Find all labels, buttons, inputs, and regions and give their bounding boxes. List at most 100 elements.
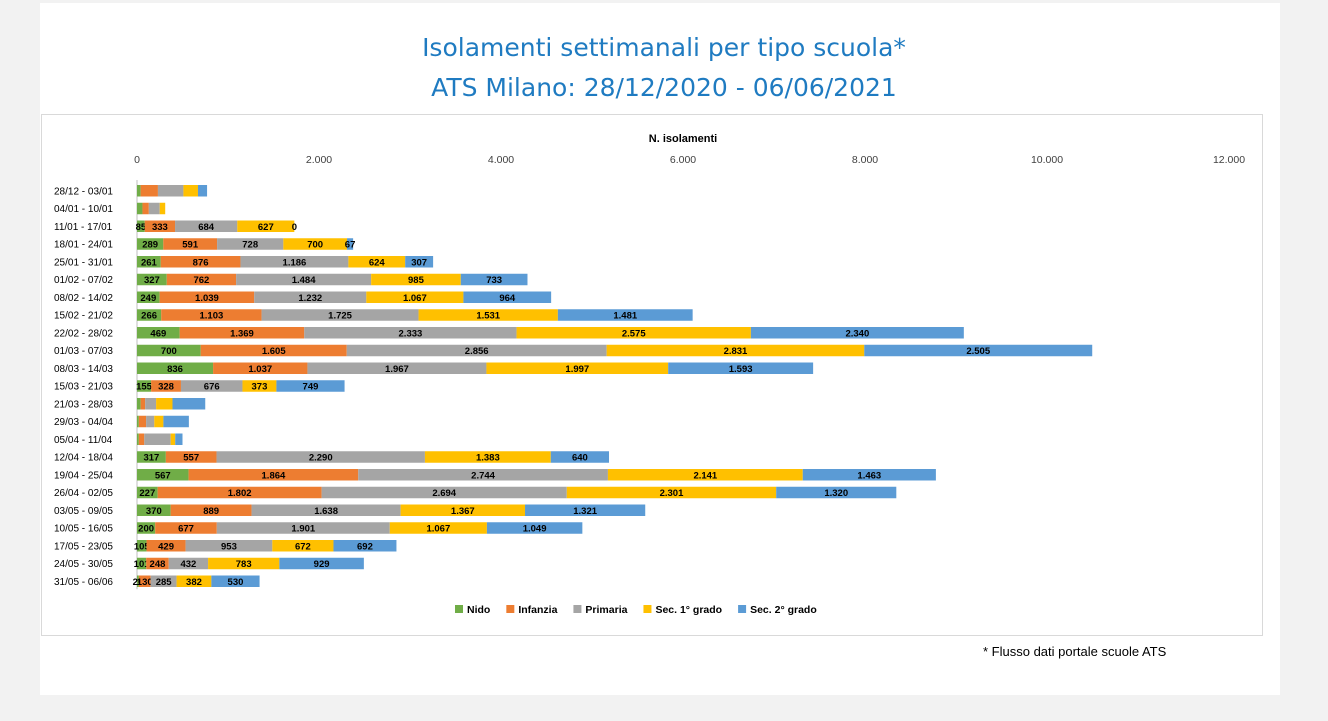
data-label: 672 xyxy=(295,541,311,552)
bar-segment-sec-1-grado xyxy=(424,451,551,463)
category-label: 03/05 - 09/05 xyxy=(54,506,113,517)
data-label: 728 xyxy=(242,240,258,251)
bar-segment-primaria xyxy=(254,291,367,303)
legend-label: Nido xyxy=(467,604,490,616)
stacked-bar-chart: N. isolamenti 0 2.000 4.000 6.000 8.000 10.000… xyxy=(54,133,1245,616)
bar-segment-sec-2-grado xyxy=(750,327,964,339)
data-label: 1.037 xyxy=(248,364,272,375)
bar-segment-infanzia xyxy=(157,486,322,499)
bar-segment-sec-2-grado xyxy=(163,415,189,428)
x-axis-title: N. isolamenti xyxy=(649,133,717,145)
bar-segment-sec-1-grado xyxy=(371,273,461,286)
category-label: 21/03 - 28/03 xyxy=(54,399,113,410)
bar-segment-primaria xyxy=(321,486,567,499)
bar-segment-sec-1-grado xyxy=(400,504,526,516)
data-label: 1.186 xyxy=(283,257,307,268)
data-label: 1.531 xyxy=(476,311,500,322)
data-label: 640 xyxy=(572,453,588,464)
data-label: 700 xyxy=(161,346,177,357)
data-label: 1.367 xyxy=(451,506,475,517)
category-label: 08/03 - 14/03 xyxy=(54,364,113,375)
bar-segment-sec-2-grado xyxy=(776,486,897,499)
category-label: 25/01 - 31/01 xyxy=(54,257,113,268)
data-label: 373 xyxy=(252,382,268,393)
legend-label: Primaria xyxy=(585,604,627,616)
bar-segment-sec-1-grado xyxy=(486,362,669,374)
data-label: 1.481 xyxy=(613,311,637,322)
data-label: 289 xyxy=(142,240,158,251)
bar-segment-primaria xyxy=(307,362,487,374)
bar-segment-primaria xyxy=(148,202,160,215)
data-label: 591 xyxy=(182,240,199,251)
bar-segment-primaria xyxy=(168,557,209,570)
bar-segment-nido xyxy=(137,504,171,516)
bar-segment-infanzia xyxy=(146,540,186,552)
bar-segment-infanzia xyxy=(179,327,305,339)
bar-segment-infanzia xyxy=(138,575,151,587)
data-label: 692 xyxy=(357,541,373,552)
data-label: 249 xyxy=(140,293,156,304)
data-label: 155 xyxy=(136,382,153,393)
legend-swatch xyxy=(738,605,747,613)
data-label: 285 xyxy=(156,577,173,588)
bar-segment-nido xyxy=(137,398,141,410)
data-label: 1.593 xyxy=(729,364,753,375)
data-label: 684 xyxy=(198,222,215,233)
bar-segment-primaria xyxy=(175,220,238,232)
bar-segment-nido xyxy=(137,238,164,250)
data-label: 130 xyxy=(137,577,153,588)
bar-segment-infanzia xyxy=(165,451,217,463)
bar-segment-sec-2-grado xyxy=(460,273,528,286)
bar-segment-nido xyxy=(137,291,160,303)
bar-segment-nido xyxy=(137,185,141,197)
bar-segment-sec-1-grado xyxy=(156,398,173,410)
data-label: 307 xyxy=(411,257,427,268)
x-tick-label: 2.000 xyxy=(306,154,332,166)
bar-segment-infanzia xyxy=(163,238,218,250)
bar-segment-infanzia xyxy=(161,309,262,321)
data-label: 67 xyxy=(345,240,356,251)
bar-segment-sec-2-grado xyxy=(347,238,354,250)
data-label: 836 xyxy=(167,364,183,375)
data-label: 953 xyxy=(221,541,237,552)
bar-segment-sec-1-grado xyxy=(283,238,348,250)
bar-segment-primaria xyxy=(216,451,425,463)
data-label: 327 xyxy=(144,275,160,286)
chart-title-line-2: ATS Milano: 28/12/2020 - 06/06/2021 xyxy=(431,73,897,102)
data-label: 227 xyxy=(139,488,155,499)
data-label: 1.725 xyxy=(328,311,352,322)
bar-segment-sec-1-grado xyxy=(208,557,280,570)
bar-segment-sec-2-grado xyxy=(211,575,260,587)
chart-title-line-1: Isolamenti settimanali per tipo scuola* xyxy=(422,33,906,62)
bar-segment-nido xyxy=(137,486,158,499)
legend-label: Infanzia xyxy=(518,604,557,616)
data-label: 432 xyxy=(180,559,196,570)
bar-segment-primaria xyxy=(346,344,607,357)
bar-segment-sec-2-grado xyxy=(405,256,434,268)
data-label: 1.605 xyxy=(262,346,286,357)
bar-segment-infanzia xyxy=(140,398,146,410)
bar-segment-sec-2-grado xyxy=(864,344,1093,357)
legend-label: Sec. 1° grado xyxy=(655,604,722,616)
bar-segment-nido xyxy=(137,557,147,570)
bar-segment-sec-2-grado xyxy=(557,309,693,321)
data-label: 1.049 xyxy=(523,524,547,535)
bar-segment-nido xyxy=(137,380,152,392)
category-label: 11/01 - 17/01 xyxy=(54,222,113,233)
bar-segment-primaria xyxy=(358,469,608,481)
footnote: * Flusso dati portale scuole ATS xyxy=(983,644,1167,659)
data-label: 248 xyxy=(150,559,166,570)
category-label: 28/12 - 03/01 xyxy=(54,186,113,197)
bar-segment-infanzia xyxy=(142,202,149,215)
bar-segment-sec-1-grado xyxy=(607,469,803,481)
data-label: 964 xyxy=(499,293,516,304)
bar-segment-primaria xyxy=(261,309,419,321)
bar-segment-sec-2-grado xyxy=(668,362,814,374)
bar-segment-primaria xyxy=(217,238,284,250)
data-label: 382 xyxy=(186,577,202,588)
data-label: 1.232 xyxy=(298,293,322,304)
bar-segment-sec-1-grado xyxy=(183,185,198,197)
data-label: 2.333 xyxy=(399,328,423,339)
category-label: 10/05 - 16/05 xyxy=(54,524,113,535)
bar-segment-sec-2-grado xyxy=(525,504,646,516)
